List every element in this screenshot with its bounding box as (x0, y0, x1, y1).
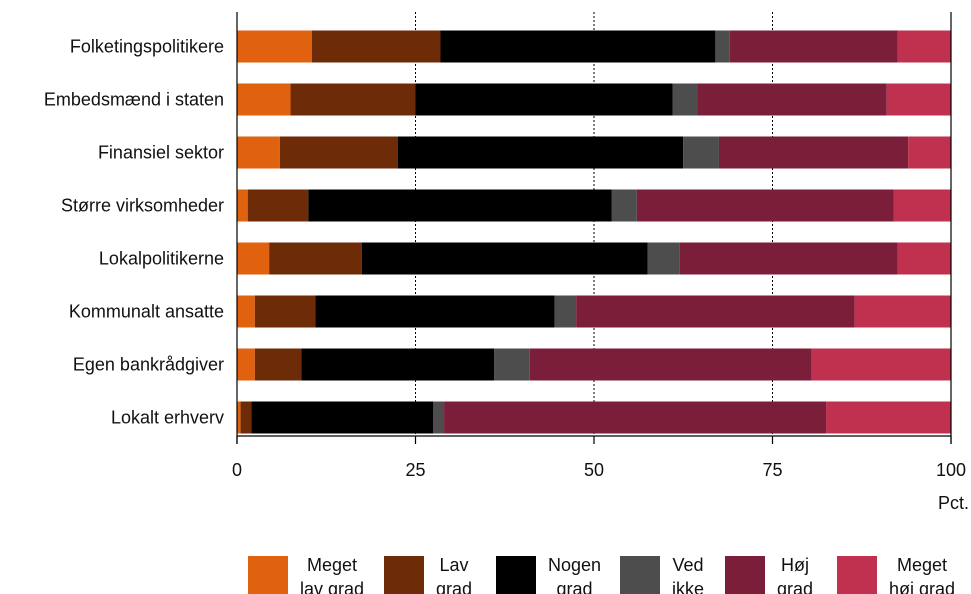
legend-label: Meget (307, 555, 357, 575)
x-tick-label: 0 (232, 460, 242, 480)
category-labels: Folketingspolitikere Embedsmænd i staten F… (44, 37, 224, 428)
legend-swatch (725, 556, 765, 594)
legend-label: høj grad (889, 579, 955, 594)
category-label: Kommunalt ansatte (69, 302, 224, 322)
bar-segment (237, 401, 241, 434)
legend-label: Meget (897, 555, 947, 575)
bar-segment (311, 30, 441, 63)
legend: Meget lav grad Lav grad Nogen grad Ved ikke Høj g… (248, 555, 955, 594)
bar-segment (237, 136, 280, 169)
bar-segment (247, 189, 309, 222)
bar-segment (854, 295, 951, 328)
category-label: Større virksomheder (61, 196, 224, 216)
bar-segment (908, 136, 951, 169)
legend-label: grad (436, 579, 472, 594)
bar-segment (494, 348, 530, 381)
bar-segment (811, 348, 951, 381)
legend-label: Høj (781, 555, 809, 575)
legend-label: grad (557, 579, 593, 594)
x-tick-label: 50 (584, 460, 604, 480)
category-label: Lokalpolitikerne (99, 249, 224, 269)
x-tick-labels: 0 25 50 75 100 (232, 460, 966, 480)
bar-segment (611, 189, 637, 222)
bar-segment (301, 348, 495, 381)
bar-segment (251, 401, 434, 434)
bar-segment (237, 242, 270, 275)
category-label: Folketingspolitikere (70, 37, 224, 57)
bar-segment (237, 295, 255, 328)
bar-segment (279, 136, 398, 169)
bars (237, 30, 951, 434)
legend-label: Nogen (548, 555, 601, 575)
bar-segment (237, 83, 291, 116)
axes (236, 12, 952, 444)
bar-segment (529, 348, 812, 381)
legend-label: grad (777, 579, 813, 594)
category-label: Lokalt erhverv (111, 408, 224, 428)
bar-segment (715, 30, 730, 63)
category-label: Finansiel sektor (98, 143, 224, 163)
x-tick-label: 100 (936, 460, 966, 480)
category-label: Embedsmænd i staten (44, 90, 224, 110)
bar-segment (433, 401, 445, 434)
bar-segment (415, 83, 673, 116)
bar-segment (290, 83, 416, 116)
bar-segment (718, 136, 909, 169)
bar-segment (636, 189, 894, 222)
legend-label: lav grad (300, 579, 364, 594)
bar-segment (672, 83, 698, 116)
legend-label: Lav (440, 555, 469, 575)
legend-swatch (620, 556, 660, 594)
bar-segment (826, 401, 951, 434)
legend-label: Ved (672, 555, 703, 575)
legend-swatch (837, 556, 877, 594)
legend-label: ikke (672, 579, 704, 594)
legend-swatch (496, 556, 536, 594)
bar-segment (440, 30, 716, 63)
x-tick-label: 25 (405, 460, 425, 480)
bar-segment (315, 295, 555, 328)
bar-segment (683, 136, 719, 169)
bar-segment (361, 242, 648, 275)
legend-swatch (248, 556, 288, 594)
x-tick-label: 75 (762, 460, 782, 480)
bar-segment (237, 30, 312, 63)
bar-segment (893, 189, 951, 222)
bar-segment (254, 295, 316, 328)
bar-segment (679, 242, 898, 275)
bar-segment (240, 401, 252, 434)
bar-segment (576, 295, 855, 328)
bar-segment (308, 189, 612, 222)
legend-swatch (384, 556, 424, 594)
bar-segment (897, 30, 951, 63)
bar-segment (554, 295, 577, 328)
x-axis-unit-label: Pct. (938, 493, 969, 513)
bar-segment (237, 189, 248, 222)
bar-segment (697, 83, 887, 116)
bar-segment (237, 348, 255, 381)
category-label: Egen bankrådgiver (73, 355, 224, 375)
bar-segment (729, 30, 898, 63)
bar-segment (647, 242, 680, 275)
bar-segment (397, 136, 684, 169)
bar-segment (886, 83, 951, 116)
bar-segment (897, 242, 951, 275)
bar-segment (269, 242, 362, 275)
bar-segment (444, 401, 827, 434)
bar-segment (254, 348, 302, 381)
